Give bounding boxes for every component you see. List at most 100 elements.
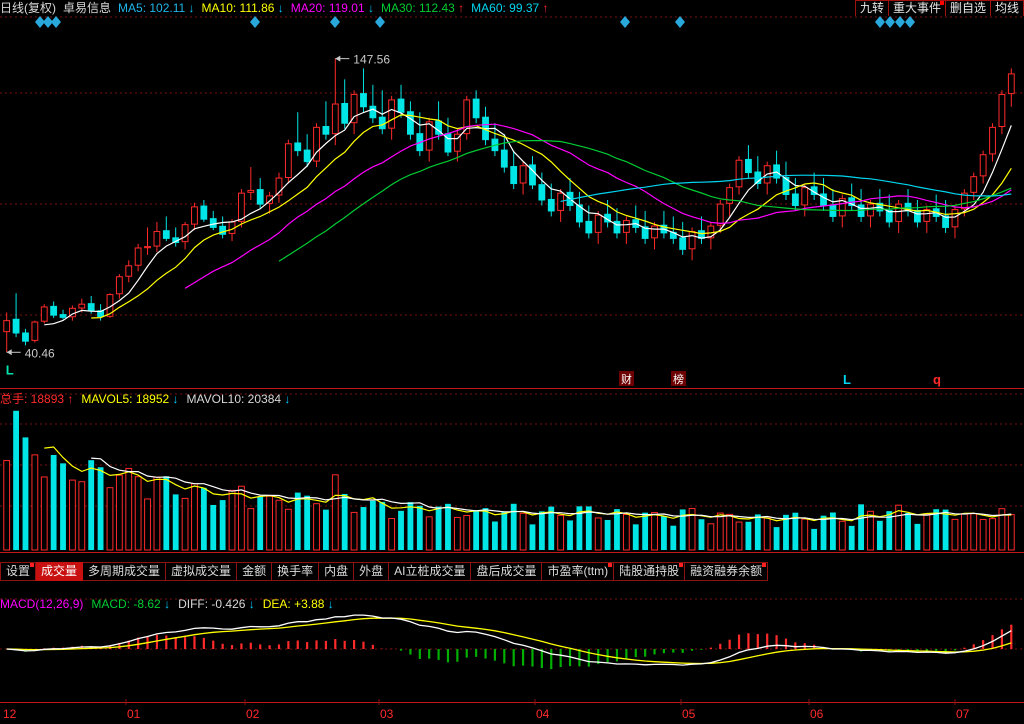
macd-value-text: MACD: -8.62 ↓ xyxy=(91,597,171,611)
chart-tag-label-2: 榜 xyxy=(673,372,684,386)
indicator-tab-9[interactable]: AI立桩成交量 xyxy=(389,562,472,581)
volume-bar-up xyxy=(726,513,734,551)
volume-bar-down xyxy=(13,410,19,550)
chart-tag-box-1[interactable] xyxy=(619,371,634,386)
event-diamond-2[interactable] xyxy=(43,16,53,28)
event-diamond-3[interactable] xyxy=(51,16,61,28)
mavol10-trend-arrow-icon: ↓ xyxy=(284,392,291,406)
volume-bar-up xyxy=(970,513,978,551)
candle-body-down xyxy=(378,116,386,130)
event-diamond-7[interactable] xyxy=(620,16,630,28)
volume-bar-down xyxy=(398,510,404,550)
stock-name[interactable]: 卓易信息 xyxy=(63,1,112,15)
ma-line-MA10 xyxy=(91,114,1012,319)
notification-dot-icon xyxy=(939,1,944,5)
candle-body-down xyxy=(435,120,442,135)
volume-bar-down xyxy=(407,502,414,550)
volume-bar-up xyxy=(838,520,846,551)
volume-bar-up xyxy=(622,514,630,551)
volume-bar-up xyxy=(275,499,283,551)
candle-body-down xyxy=(360,93,367,108)
indicator-tab-11[interactable]: 市盈率(ttm) xyxy=(542,562,615,581)
indicator-tab-8[interactable]: 外盘 xyxy=(354,562,390,581)
macd-panel[interactable]: MACD(12,26,9) MACD: -8.62 ↓ DIFF: -0.426… xyxy=(0,597,1024,705)
candle-body-up xyxy=(463,99,471,135)
event-diamond-4[interactable] xyxy=(250,16,260,28)
event-diamond-5[interactable] xyxy=(330,16,340,28)
volume-bar-up xyxy=(594,517,602,551)
chart-tag-box-2[interactable] xyxy=(671,371,686,386)
volume-bar-down xyxy=(163,476,170,550)
header-button-3[interactable]: 删自选 xyxy=(944,0,991,17)
macd-dea-line xyxy=(6,617,1012,665)
chart-tag-label-4[interactable]: q xyxy=(933,372,941,387)
indicator-tab-10[interactable]: 盘后成交量 xyxy=(471,562,543,581)
event-diamond-9[interactable] xyxy=(875,16,885,28)
indicator-tab-label: 金额 xyxy=(242,564,267,578)
indicator-tab-13[interactable]: 融资融券余额 xyxy=(685,562,769,581)
ma10-trend-arrow-icon: ↓ xyxy=(277,1,284,15)
axis-tick-8: 07 xyxy=(956,707,970,721)
indicator-tab-3[interactable]: 多周期成交量 xyxy=(83,562,167,581)
tab-badge-dot-icon xyxy=(679,563,684,567)
indicator-tab-12[interactable]: 陆股通持股 xyxy=(614,562,686,581)
dea-text: DEA: +3.88 ↓ xyxy=(262,597,334,611)
ma-line-MA30 xyxy=(278,139,1012,262)
candle-body-up xyxy=(688,231,696,250)
volume-bar-up xyxy=(125,467,133,551)
candle-body-down xyxy=(942,215,949,228)
volume-bar-down xyxy=(905,512,911,550)
volume-bar-down xyxy=(670,525,677,550)
candle-body-up xyxy=(970,176,978,193)
candle-body-up xyxy=(838,198,846,217)
indicator-tab-4[interactable]: 虚拟成交量 xyxy=(166,562,238,581)
candle-body-down xyxy=(59,314,67,318)
volume-bar-down xyxy=(830,512,836,550)
indicator-tab-2[interactable]: 成交量 xyxy=(36,562,84,581)
candle-body-up xyxy=(989,126,996,155)
event-diamond-10[interactable] xyxy=(885,16,895,28)
macd-chart-svg[interactable] xyxy=(0,597,1024,705)
volume-bar-up xyxy=(115,474,123,551)
candle-body-down xyxy=(303,149,311,163)
candle-body-down xyxy=(885,209,893,223)
candle-body-down xyxy=(397,98,405,113)
indicator-tab-label: 外盘 xyxy=(359,564,384,578)
header-button-2[interactable]: 重大事件 xyxy=(887,0,946,17)
candle-body-up xyxy=(594,214,602,233)
low-marker-L: L xyxy=(6,362,14,377)
volume-bar-down xyxy=(661,516,667,550)
indicator-tab-label: 虚拟成交量 xyxy=(171,564,232,578)
volume-panel[interactable]: 总手: 18893 ↑ MAVOL5: 18952 ↓ MAVOL10: 203… xyxy=(0,392,1024,558)
indicator-tab-6[interactable]: 换手率 xyxy=(272,562,320,581)
axis-tick-5: 04 xyxy=(536,707,550,721)
event-diamond-8[interactable] xyxy=(675,16,685,28)
volume-chart-svg[interactable] xyxy=(0,392,1024,558)
candle-body-up xyxy=(266,195,273,204)
event-diamond-11[interactable] xyxy=(895,16,905,28)
volume-bar-up xyxy=(998,508,1006,551)
tab-badge-dot-icon xyxy=(762,563,767,567)
volume-bar-down xyxy=(445,503,451,550)
indicator-tab-label: 设置 xyxy=(6,564,31,578)
event-diamond-6[interactable] xyxy=(375,16,385,28)
header-button-4[interactable]: 均线 xyxy=(989,0,1024,17)
indicator-tab-7[interactable]: 内盘 xyxy=(319,562,355,581)
volume-bar-down xyxy=(210,504,217,550)
event-diamond-12[interactable] xyxy=(905,16,915,28)
candle-body-down xyxy=(679,237,687,250)
event-diamond-1[interactable] xyxy=(35,16,45,28)
period-label[interactable]: 日线(复权) xyxy=(0,1,56,15)
chart-tag-label-3[interactable]: L xyxy=(843,372,851,387)
indicator-tab-1[interactable]: 设置 xyxy=(0,562,37,581)
volume-bar-up xyxy=(688,507,696,551)
candlestick-series xyxy=(3,58,1015,353)
header-button-1[interactable]: 九转 xyxy=(854,0,889,17)
candle-body-down xyxy=(219,225,227,235)
chart-header: 日线(复权) 卓易信息 MA5: 102.11 ↓ MA10: 111.86 ↓… xyxy=(0,0,1024,16)
volume-bar-down xyxy=(614,509,620,550)
indicator-tab-5[interactable]: 金额 xyxy=(237,562,273,581)
